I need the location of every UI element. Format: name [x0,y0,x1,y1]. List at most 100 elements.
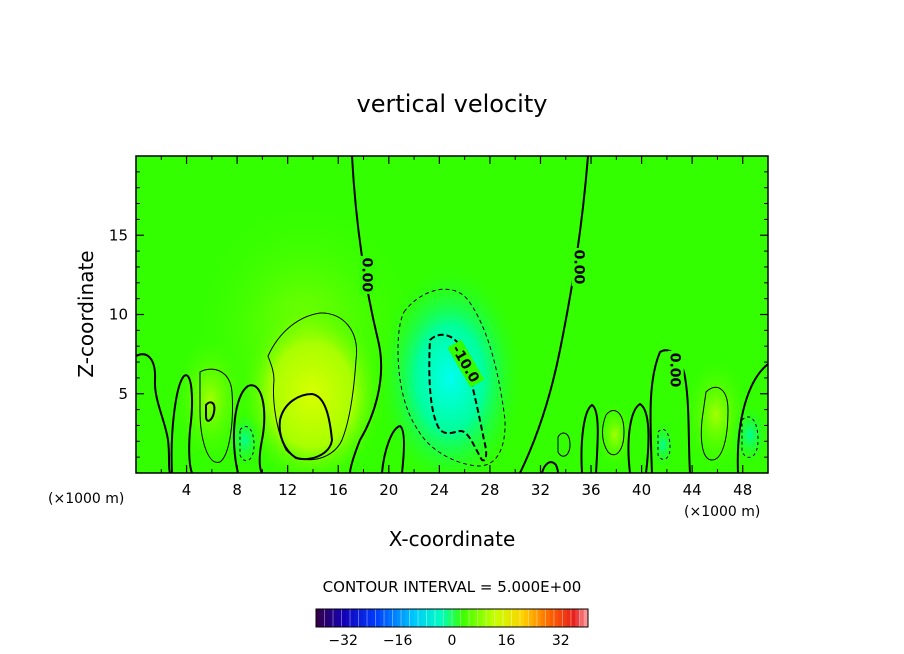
colorbar-cell [469,609,474,627]
x-axis-title: X-coordinate [389,527,516,551]
colorbar-cell [418,609,423,627]
x-tick-label: 20 [379,481,398,499]
colorbar-cell [388,609,393,627]
y-axis-title: Z-coordinate [74,250,98,377]
y-axis-ticks: 5 10 15 [109,171,768,458]
x-tick-label: 24 [430,481,449,499]
colorbar-labels: −32 −16 0 16 32 [328,633,569,649]
zero-contour-rel-8 [736,363,768,473]
colorbar-cell [452,609,457,627]
colorbar-cell [375,609,381,627]
zero-contour-rel-2 [232,384,266,473]
colorbar-cell [503,609,508,627]
downdraft-small-left [227,410,263,470]
x-tick-label: 8 [232,481,242,499]
colorbar-cell [316,609,321,627]
contour-label: 0.00 [667,353,683,388]
colorbar-cell [515,609,521,627]
x-unit-left: (×1000 m) [48,491,124,507]
colorbar-cell [371,609,376,627]
colorbar-cell [456,609,461,627]
zero-contour-rel-4 [541,461,559,473]
contour-label-bg [571,247,588,286]
colorbar-cell [460,609,466,627]
colorbar-cell [562,609,568,627]
x-tick-label: 44 [683,481,702,499]
colorbar-cell [541,609,546,627]
x-tick-label: 12 [278,481,297,499]
colorbar-tick-label: −32 [328,633,358,649]
contour-plus10-left [205,401,216,422]
colorbar-cell [384,609,389,627]
colorbar-tick-label: −16 [383,633,413,649]
contour-interval-label: CONTOUR INTERVAL = 5.000E+00 [323,578,582,596]
colorbar-cell [435,609,440,627]
colorbar [315,608,589,628]
y-tick-label: 15 [109,226,128,244]
contour-minus5-left [239,426,255,462]
zero-contour-rel-6 [627,402,650,473]
colorbar-cell [558,609,563,627]
contours [136,156,768,473]
colorbar-cell [566,609,572,627]
colorbar-cell [362,609,368,627]
colorbar-cell [490,609,495,627]
colorbar-cell [486,609,491,627]
x-tick-label: 4 [182,481,192,499]
colorbar-cell [481,609,487,627]
zero-contour-rel-1 [170,374,193,473]
colorbar-tick-label: 0 [448,633,457,649]
colorbar-cell [524,609,529,627]
colorbar-cell [447,609,453,627]
colorbar-cell [537,609,542,627]
colorbar-cell [473,609,478,627]
colorbar-cell [430,609,436,627]
downdraft-small-right [730,403,768,467]
x-tick-label: 16 [329,481,348,499]
contour-plus5-main [267,312,358,461]
x-tick-label: 32 [531,481,550,499]
colorbar-cell [426,609,432,627]
contour-label: 0.00 [571,250,587,285]
contour-minus5-downdraft [397,288,506,467]
colorbar-frame [315,608,589,628]
contour-label-group: 0.00 [358,255,376,294]
colorbar-cell [571,609,576,627]
contour-label-bg [667,350,684,389]
colorbar-tick-label: 16 [497,633,515,649]
zero-contour-rel-5 [580,403,599,473]
colorbar-cell [413,609,419,627]
x-tick-label: 28 [480,481,499,499]
contour-minus5-right [741,416,759,458]
colorbar-cell [507,609,512,627]
colorbar-cell [350,609,355,627]
colorbar-cell [439,609,444,627]
colorbar-cell [422,609,427,627]
y-tick-label: 10 [109,306,128,324]
colorbar-cell [579,609,585,627]
zero-contour-right [519,156,589,473]
colorbar-cell [498,609,504,627]
contour-minus5-mid [657,428,671,460]
colorbar-tick-label: 32 [552,633,570,649]
x-tick-label: 48 [733,481,752,499]
x-tick-label: 36 [581,481,600,499]
colorbar-cell [320,609,325,627]
colorbar-cell [545,609,551,627]
colorbar-cell [401,609,406,627]
colorbar-cell [396,609,402,627]
colorbar-cell [511,609,517,627]
colorbar-cell [405,609,410,627]
contour-label-bg [447,339,485,388]
zero-contour-rel-3 [381,424,405,473]
zero-contour-edge-left [136,353,171,473]
colorbar-cell [341,609,347,627]
x-tick-label: 40 [632,481,651,499]
colorbar-cell [345,609,351,627]
plot-area: 0.00 0.000.00-10.0 4 8 12 16 20 24 28 32 36 40 44 48… [109,155,769,499]
contour-label: 0.00 [358,258,374,293]
colorbar-cell [443,609,449,627]
contour-plus10-main [278,392,334,460]
contour-plus5-small [557,432,571,457]
